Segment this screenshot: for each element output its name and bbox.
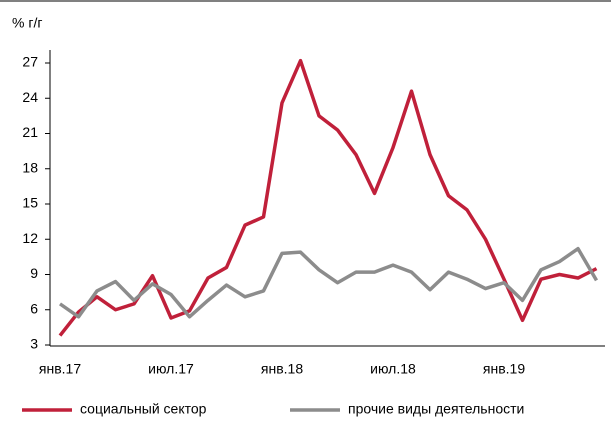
x-tick-label: янв.18 bbox=[261, 361, 303, 377]
y-tick-label: 3 bbox=[30, 336, 38, 352]
x-tick-label: янв.17 bbox=[39, 361, 81, 377]
y-tick-label: 15 bbox=[22, 195, 38, 211]
y-tick-label: 18 bbox=[22, 159, 38, 175]
legend-label: социальный сектор bbox=[80, 401, 207, 417]
y-tick-label: 27 bbox=[22, 54, 38, 70]
y-tick-label: 24 bbox=[22, 89, 38, 105]
x-tick-label: июл.18 bbox=[370, 361, 416, 377]
x-tick-label: янв.19 bbox=[483, 361, 525, 377]
y-tick-label: 6 bbox=[30, 300, 38, 316]
x-tick-label: июл.17 bbox=[148, 361, 194, 377]
y-tick-label: 12 bbox=[22, 230, 38, 246]
y-tick-label: 21 bbox=[22, 124, 38, 140]
y-tick-label: 9 bbox=[30, 265, 38, 281]
y-axis-label: % г/г bbox=[12, 15, 42, 31]
series-line bbox=[58, 246, 599, 319]
legend-label: прочие виды деятельности bbox=[348, 401, 524, 417]
